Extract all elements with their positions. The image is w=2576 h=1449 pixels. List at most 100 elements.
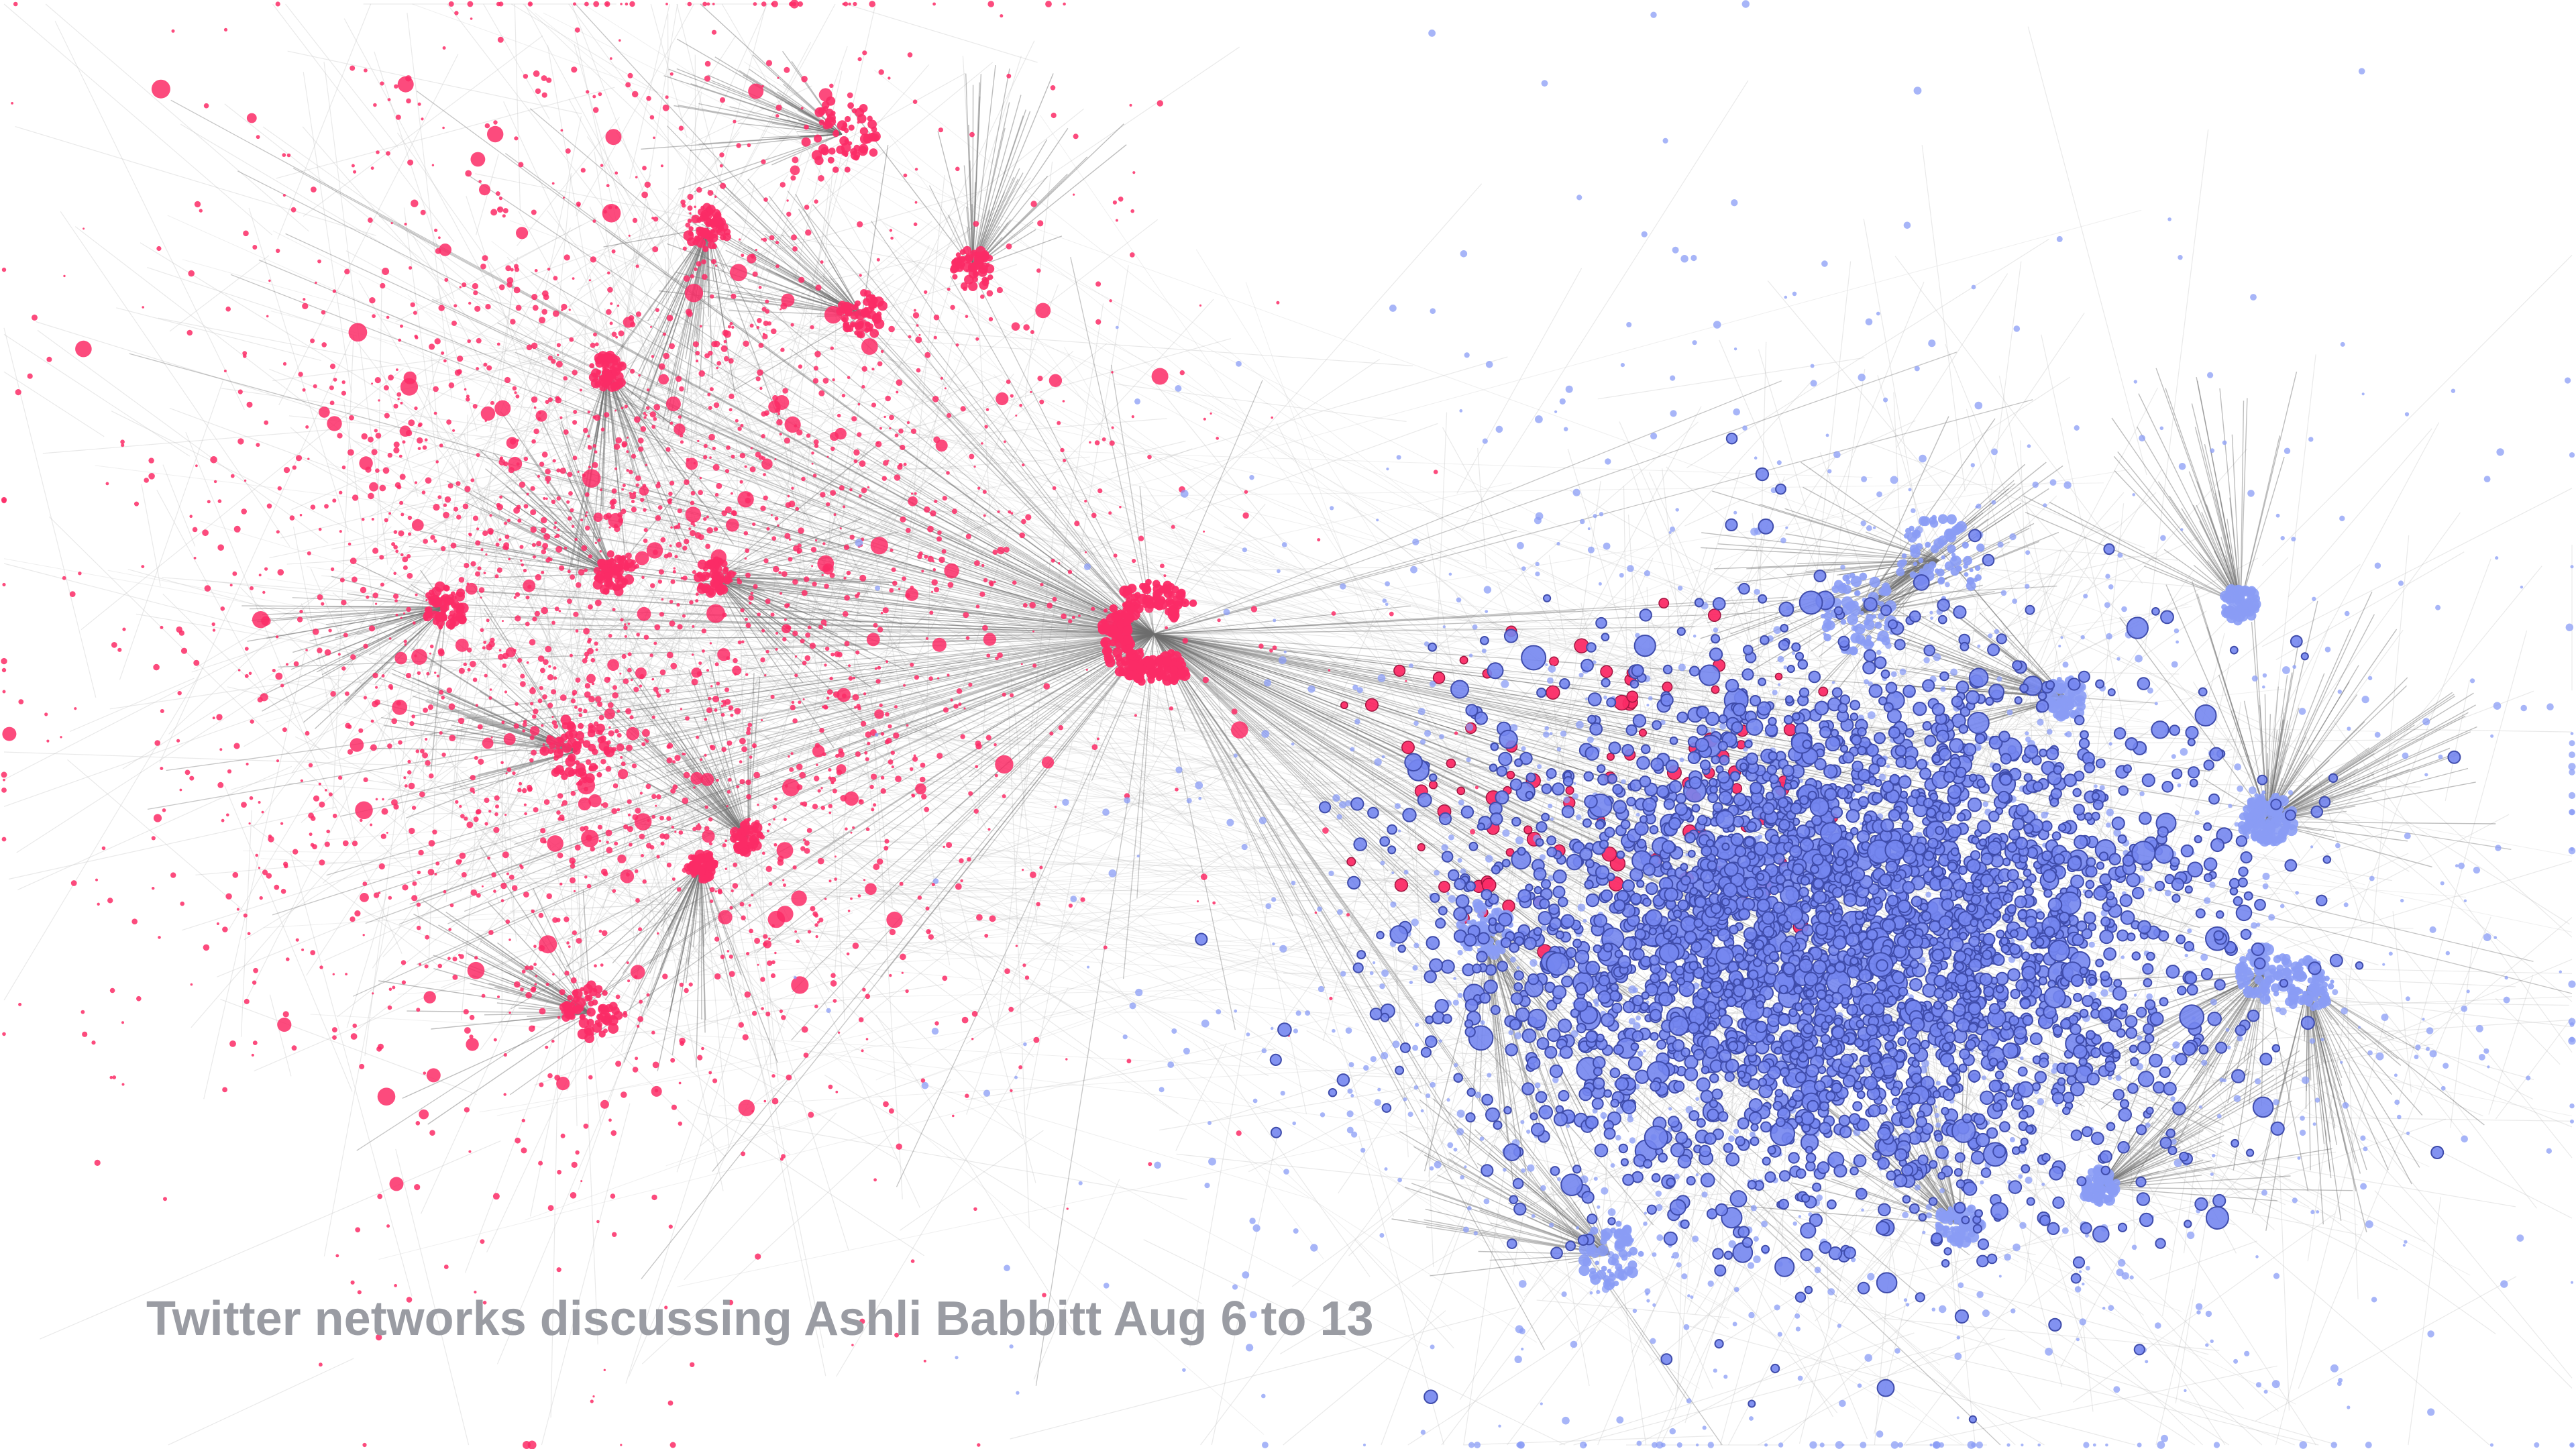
red-node bbox=[480, 628, 484, 633]
edge bbox=[1200, 1067, 1486, 1446]
red-node bbox=[393, 804, 399, 810]
red-node bbox=[534, 269, 538, 272]
red-node bbox=[743, 340, 749, 347]
red-node bbox=[189, 775, 195, 781]
red-node bbox=[398, 740, 402, 745]
red-node bbox=[192, 527, 198, 533]
red-node bbox=[632, 814, 639, 820]
edge bbox=[500, 411, 614, 574]
edge bbox=[2263, 853, 2537, 1209]
red-node bbox=[605, 765, 612, 772]
edge bbox=[2183, 908, 2229, 1254]
red-node bbox=[299, 514, 303, 517]
edge bbox=[67, 759, 243, 910]
red-node bbox=[558, 610, 561, 612]
edge bbox=[518, 616, 1155, 635]
red-node bbox=[612, 685, 617, 690]
edge bbox=[1153, 633, 1648, 746]
red-node bbox=[950, 698, 953, 702]
red-node bbox=[571, 525, 575, 528]
red-node bbox=[1231, 708, 1238, 715]
edge bbox=[1348, 1075, 1666, 1091]
red-node bbox=[476, 527, 480, 531]
edge bbox=[224, 103, 654, 443]
red-node bbox=[656, 855, 660, 859]
red-node bbox=[777, 524, 780, 527]
edge bbox=[386, 613, 1155, 635]
red-node bbox=[121, 1083, 125, 1086]
red-node bbox=[628, 234, 631, 237]
edge bbox=[605, 983, 944, 1039]
red-node bbox=[547, 702, 553, 708]
edge bbox=[417, 633, 1155, 965]
red-node bbox=[372, 314, 376, 319]
red-node bbox=[747, 143, 751, 148]
red-node bbox=[996, 392, 1009, 406]
edge bbox=[529, 108, 1155, 635]
red-node bbox=[844, 641, 850, 647]
edge bbox=[515, 546, 792, 672]
red-node bbox=[310, 338, 315, 343]
red-node bbox=[612, 1232, 617, 1238]
edge bbox=[675, 370, 824, 678]
red-node bbox=[754, 937, 761, 944]
red-node bbox=[852, 694, 859, 701]
edge bbox=[480, 794, 667, 1051]
edge bbox=[382, 780, 532, 851]
edge bbox=[815, 345, 932, 369]
red-node bbox=[678, 1121, 682, 1126]
red-node bbox=[640, 426, 647, 432]
edge bbox=[706, 730, 1811, 798]
edge bbox=[412, 3, 2135, 625]
edge bbox=[638, 227, 708, 419]
red-node bbox=[1010, 394, 1014, 398]
red-node bbox=[337, 433, 343, 439]
edge bbox=[147, 267, 357, 337]
edge bbox=[859, 560, 1685, 919]
red-node bbox=[592, 462, 598, 468]
edge bbox=[808, 40, 1035, 505]
edge bbox=[384, 538, 625, 582]
red-node bbox=[170, 872, 176, 878]
red-node bbox=[502, 851, 509, 859]
edge bbox=[541, 701, 720, 1012]
red-node bbox=[673, 567, 676, 570]
edge bbox=[747, 604, 965, 633]
edge bbox=[1784, 904, 2176, 1283]
red-node bbox=[924, 352, 931, 358]
red-node bbox=[419, 1109, 429, 1120]
red-node bbox=[559, 694, 567, 701]
red-node bbox=[1132, 559, 1136, 564]
red-node bbox=[796, 547, 802, 553]
red-node bbox=[375, 798, 378, 801]
red-node bbox=[629, 1, 635, 7]
edge bbox=[2000, 619, 2053, 733]
red-node bbox=[277, 1017, 292, 1032]
red-node bbox=[931, 590, 933, 593]
red-node bbox=[971, 1010, 978, 1017]
edge bbox=[672, 309, 874, 720]
edge bbox=[1559, 1332, 1915, 1446]
edge bbox=[1283, 1310, 1446, 1446]
red-node bbox=[610, 498, 617, 504]
red-node bbox=[632, 1067, 639, 1073]
red-node bbox=[864, 751, 868, 755]
red-node bbox=[780, 592, 783, 595]
red-node bbox=[409, 266, 413, 270]
edge bbox=[2030, 701, 2172, 957]
edge bbox=[972, 127, 1069, 269]
edge bbox=[224, 785, 353, 1092]
red-node bbox=[570, 574, 576, 580]
red-node bbox=[1040, 582, 1044, 587]
edge bbox=[730, 858, 782, 942]
red-node bbox=[1147, 454, 1152, 460]
edge bbox=[331, 576, 447, 608]
edge bbox=[394, 606, 447, 632]
edge bbox=[2245, 751, 2573, 1159]
edge bbox=[1153, 633, 1435, 1030]
red-node bbox=[1236, 1130, 1242, 1136]
red-node bbox=[973, 1207, 977, 1212]
edge bbox=[787, 191, 1155, 635]
edge bbox=[1597, 557, 1654, 682]
edge bbox=[688, 468, 965, 472]
